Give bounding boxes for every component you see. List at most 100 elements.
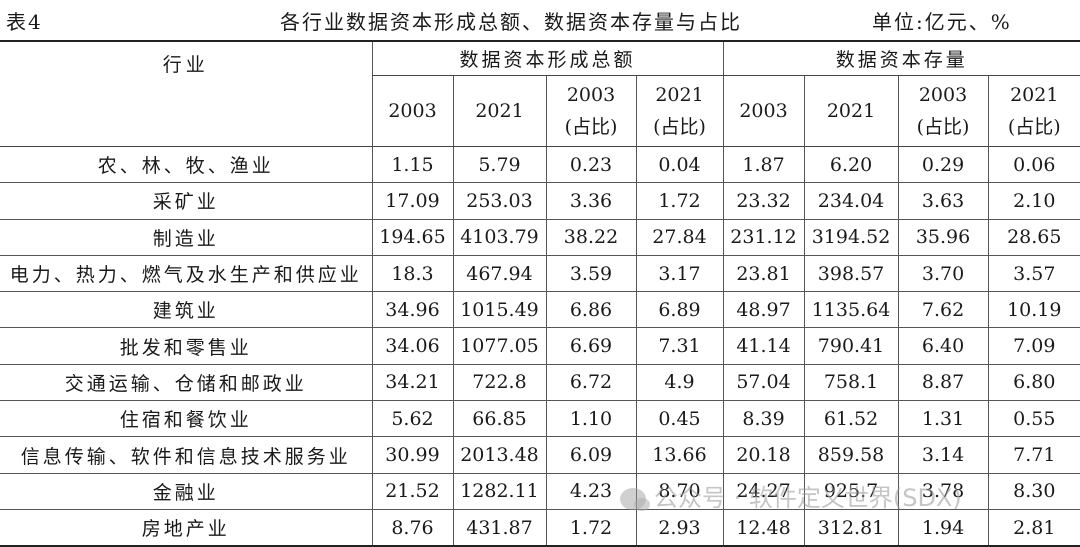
table-row: 农、林、牧、渔业 1.15 5.79 0.23 0.04 1.87 6.20 0.29 0.06: [0, 146, 1080, 184]
value-cell: 8.39: [722, 400, 805, 438]
table-row: 建筑业 34.96 1015.49 6.86 6.89 48.97 1135.64 7.62 1…: [0, 291, 1080, 329]
value-cell: 3.17: [635, 255, 724, 293]
value-cell: 3194.52: [803, 219, 899, 256]
value-cell: 6.80: [987, 364, 1080, 402]
value-cell: 8.30: [987, 473, 1080, 510]
value-cell: 7.09: [987, 327, 1080, 365]
table-row: 住宿和餐饮业 5.62 66.85 1.10 0.45 8.39 61.52 1.31 0.55: [0, 400, 1080, 438]
value-cell: 0.45: [635, 400, 724, 438]
header-g2-2003: 2003: [722, 75, 805, 147]
value-cell: 6.86: [545, 291, 636, 329]
value-cell: 1.72: [635, 182, 724, 220]
table-body: 农、林、牧、渔业 1.15 5.79 0.23 0.04 1.87 6.20 0.29 0.06…: [0, 146, 1080, 547]
value-cell: 24.27: [722, 473, 805, 510]
table-row: 批发和零售业 34.06 1077.05 6.69 7.31 41.14 790.41 6.4…: [0, 327, 1080, 365]
value-cell: 1.15: [371, 146, 453, 184]
data-table: 行业 数据资本形成总额 数据资本存量 2003 2021 2003 (占比) 20…: [0, 40, 1080, 547]
table-unit: 单位:亿元、%: [872, 10, 1012, 34]
value-cell: 6.72: [545, 364, 636, 402]
industry-cell: 住宿和餐饮业: [0, 400, 372, 438]
value-cell: 20.18: [722, 436, 805, 474]
value-cell: 8.70: [635, 473, 724, 510]
header-g1-2003-share: 2003 (占比): [545, 75, 636, 147]
industry-cell: 电力、热力、燃气及水生产和供应业: [0, 255, 372, 293]
header-g2-2021-share: 2021 (占比): [987, 75, 1080, 147]
value-cell: 7.71: [987, 436, 1080, 474]
value-cell: 1.87: [722, 146, 805, 184]
value-cell: 18.3: [371, 255, 453, 293]
value-cell: 7.31: [635, 327, 724, 365]
value-cell: 6.69: [545, 327, 636, 365]
value-cell: 6.89: [635, 291, 724, 329]
value-cell: 34.06: [371, 327, 453, 365]
value-cell: 0.06: [987, 146, 1080, 184]
value-cell: 3.70: [897, 255, 989, 293]
table-title: 各行业数据资本形成总额、数据资本存量与占比: [280, 10, 742, 34]
header-industry: 行业: [0, 40, 372, 147]
value-cell: 925.7: [803, 473, 899, 510]
value-cell: 253.03: [452, 182, 546, 220]
table-number: 表4: [6, 10, 43, 34]
table-row: 信息传输、软件和信息技术服务业 30.99 2013.48 6.09 13.66 20.1…: [0, 436, 1080, 474]
header-g1-2021-share: 2021 (占比): [635, 75, 724, 147]
value-cell: 7.62: [897, 291, 989, 329]
value-cell: 790.41: [803, 327, 899, 365]
value-cell: 30.99: [371, 436, 453, 474]
value-cell: 38.22: [545, 219, 636, 256]
industry-cell: 制造业: [0, 219, 372, 256]
value-cell: 23.32: [722, 182, 805, 220]
value-cell: 5.62: [371, 400, 453, 438]
industry-cell: 批发和零售业: [0, 327, 372, 365]
value-cell: 2.10: [987, 182, 1080, 220]
value-cell: 722.8: [452, 364, 546, 402]
watermark-text: 公众号 · 软件定义世界(SDX): [654, 484, 962, 512]
header-group-formation: 数据资本形成总额: [371, 40, 724, 76]
watermark: 公众号 · 软件定义世界(SDX): [620, 478, 962, 513]
table-title-bar: 表4 各行业数据资本形成总额、数据资本存量与占比 单位:亿元、%: [0, 0, 1080, 38]
header-group-stock: 数据资本存量: [722, 40, 1080, 76]
table-row: 电力、热力、燃气及水生产和供应业 18.3 467.94 3.59 3.17 23.81 3…: [0, 255, 1080, 293]
industry-cell: 建筑业: [0, 291, 372, 329]
industry-cell: 信息传输、软件和信息技术服务业: [0, 436, 372, 474]
value-cell: 859.58: [803, 436, 899, 474]
header-g2-2021: 2021: [803, 75, 899, 147]
value-cell: 234.04: [803, 182, 899, 220]
value-cell: 13.66: [635, 436, 724, 474]
value-cell: 1.10: [545, 400, 636, 438]
value-cell: 1282.11: [452, 473, 546, 510]
value-cell: 758.1: [803, 364, 899, 402]
value-cell: 35.96: [897, 219, 989, 256]
industry-cell: 交通运输、仓储和邮政业: [0, 364, 372, 402]
value-cell: 34.96: [371, 291, 453, 329]
value-cell: 6.09: [545, 436, 636, 474]
value-cell: 6.20: [803, 146, 899, 184]
value-cell: 4.9: [635, 364, 724, 402]
value-cell: 1015.49: [452, 291, 546, 329]
value-cell: 23.81: [722, 255, 805, 293]
value-cell: 28.65: [987, 219, 1080, 256]
value-cell: 231.12: [722, 219, 805, 256]
value-cell: 3.57: [987, 255, 1080, 293]
value-cell: 3.14: [897, 436, 989, 474]
value-cell: 21.52: [371, 473, 453, 510]
value-cell: 0.23: [545, 146, 636, 184]
value-cell: 1135.64: [803, 291, 899, 329]
value-cell: 4.23: [545, 473, 636, 510]
value-cell: 398.57: [803, 255, 899, 293]
value-cell: 4103.79: [452, 219, 546, 256]
table-row: 采矿业 17.09 253.03 3.36 1.72 23.32 234.04 3.63 2.1…: [0, 182, 1080, 220]
header-g1-2003: 2003: [371, 75, 453, 147]
value-cell: 0.04: [635, 146, 724, 184]
header-g1-2021: 2021: [452, 75, 546, 147]
value-cell: 10.19: [987, 291, 1080, 329]
value-cell: 2013.48: [452, 436, 546, 474]
value-cell: 5.79: [452, 146, 546, 184]
value-cell: 3.78: [897, 473, 989, 510]
value-cell: 61.52: [803, 400, 899, 438]
industry-cell: 金融业: [0, 473, 372, 510]
industry-cell: 农、林、牧、渔业: [0, 146, 372, 184]
value-cell: 41.14: [722, 327, 805, 365]
wechat-icon: [620, 488, 650, 511]
value-cell: 48.97: [722, 291, 805, 329]
value-cell: 27.84: [635, 219, 724, 256]
